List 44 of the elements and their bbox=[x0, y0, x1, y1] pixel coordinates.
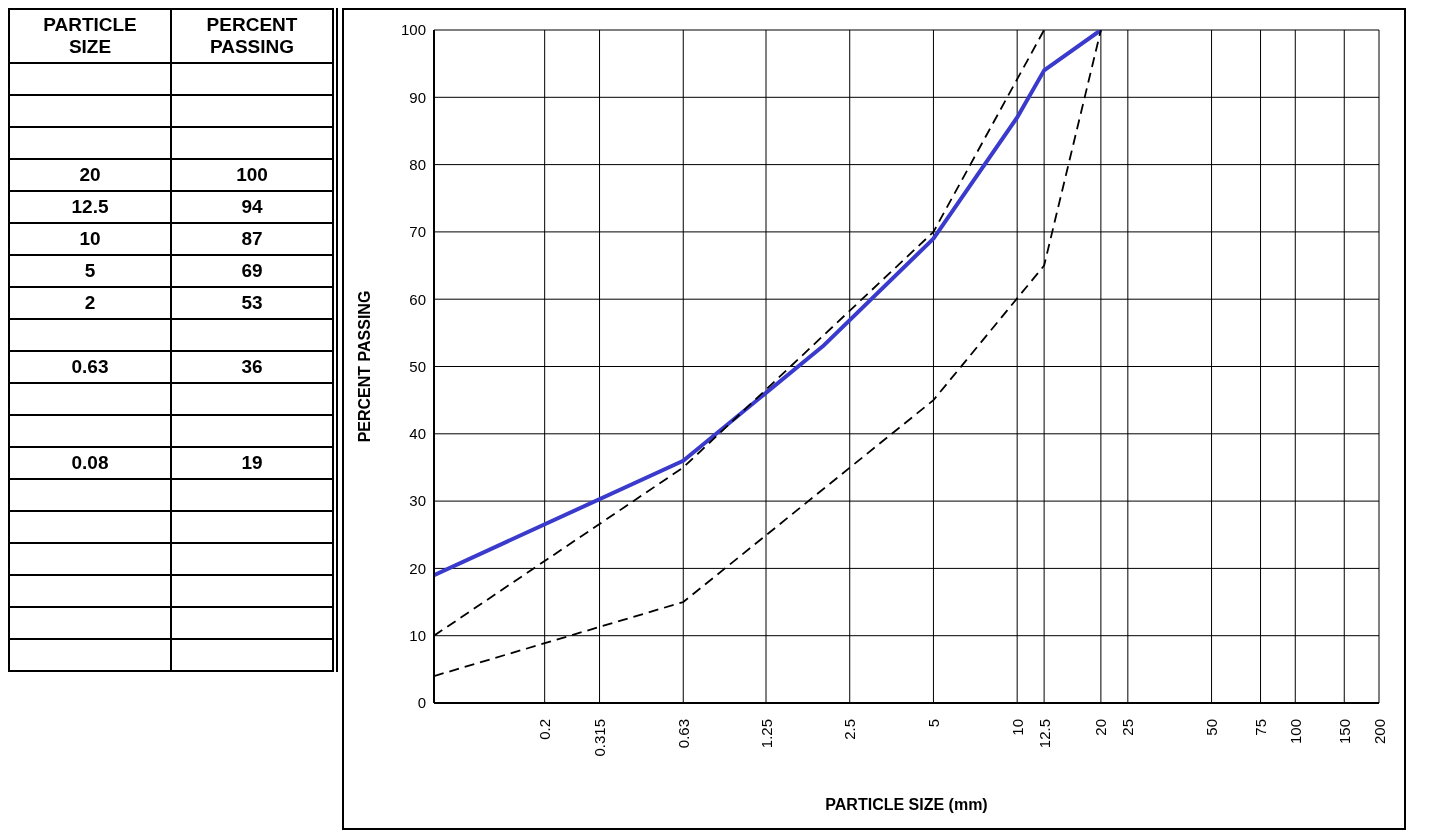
x-tick-label: 0.63 bbox=[674, 719, 692, 749]
y-tick-label: 40 bbox=[409, 425, 426, 443]
x-tick-label: 0.315 bbox=[591, 719, 609, 757]
y-tick-label: 20 bbox=[409, 559, 426, 577]
text: 12.5 bbox=[9, 191, 171, 223]
y-tick-label: 100 bbox=[400, 21, 426, 39]
text: 94 bbox=[171, 191, 335, 223]
x-tick-label: 200 bbox=[1370, 719, 1388, 745]
y-tick-label: 80 bbox=[409, 155, 426, 173]
x-tick-label: 12.5 bbox=[1035, 719, 1053, 749]
text: 2 bbox=[9, 287, 171, 319]
x-tick-label: 0.2 bbox=[536, 719, 554, 740]
text: PERCENT PASSING bbox=[171, 9, 335, 63]
text: 5 bbox=[9, 255, 171, 287]
y-tick-label: 10 bbox=[409, 627, 426, 645]
y-tick-label: 50 bbox=[409, 357, 426, 375]
x-tick-label: 5 bbox=[924, 719, 942, 728]
text: 19 bbox=[171, 447, 335, 479]
text: 53 bbox=[171, 287, 335, 319]
text: 10 bbox=[9, 223, 171, 255]
x-tick-label: 100 bbox=[1286, 719, 1304, 745]
text: 20 bbox=[9, 159, 171, 191]
y-tick-label: 30 bbox=[409, 492, 426, 510]
y-axis-title: PERCENT PASSING bbox=[355, 290, 373, 443]
x-tick-label: 50 bbox=[1203, 719, 1221, 736]
x-tick-label: 10 bbox=[1008, 719, 1026, 736]
x-tick-label: 20 bbox=[1092, 719, 1110, 736]
x-tick-label: 1.25 bbox=[757, 719, 775, 749]
x-axis-title: PARTICLE SIZE (mm) bbox=[825, 796, 988, 813]
text: PARTICLE SIZE bbox=[9, 9, 171, 63]
y-tick-label: 70 bbox=[409, 223, 426, 241]
x-tick-label: 2.5 bbox=[841, 719, 859, 740]
text: 87 bbox=[171, 223, 335, 255]
y-tick-label: 60 bbox=[409, 290, 426, 308]
text: 0.63 bbox=[9, 351, 171, 383]
x-tick-label: 75 bbox=[1252, 719, 1270, 736]
x-tick-label: 150 bbox=[1335, 719, 1353, 745]
y-tick-label: 90 bbox=[409, 88, 426, 106]
text: 100 bbox=[171, 159, 335, 191]
text: 69 bbox=[171, 255, 335, 287]
text: 36 bbox=[171, 351, 335, 383]
y-tick-label: 0 bbox=[417, 694, 426, 712]
text: 0.08 bbox=[9, 447, 171, 479]
x-tick-label: 25 bbox=[1119, 719, 1137, 736]
